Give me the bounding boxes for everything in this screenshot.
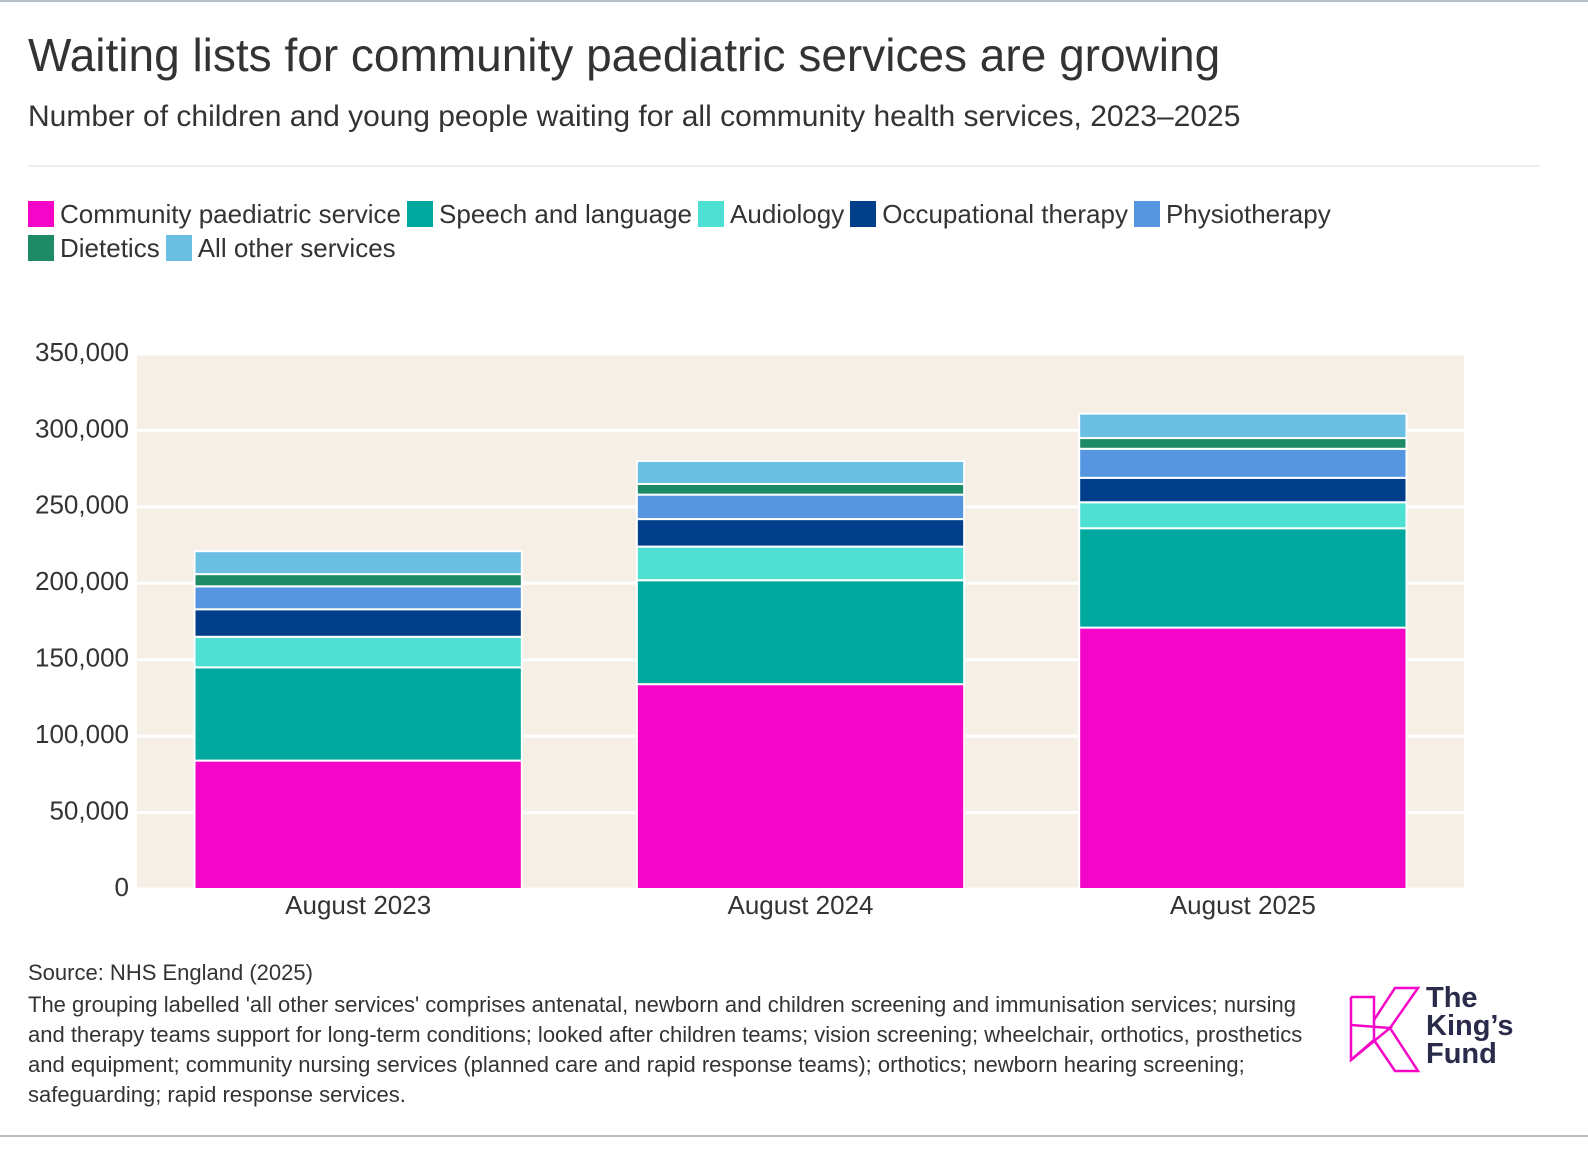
legend-item: Occupational therapy — [850, 197, 1128, 231]
bar-segment — [635, 545, 966, 582]
legend-label: Occupational therapy — [882, 199, 1128, 229]
y-tick-label: 200,000 — [35, 566, 129, 596]
chart-subtitle: Number of children and young people wait… — [28, 100, 1241, 133]
logo: The King’s Fund — [1426, 982, 1514, 1070]
legend-item: All other services — [165, 231, 396, 265]
legend-swatch — [850, 201, 877, 227]
source: Source: NHS England (2025) — [28, 960, 313, 985]
legend-item: Physiotherapy — [1133, 197, 1331, 231]
y-tick-label: 100,000 — [35, 719, 129, 749]
bar-segment — [1078, 501, 1408, 530]
y-tick-label: 250,000 — [35, 490, 129, 520]
bar-segment — [1078, 527, 1408, 629]
bar-segment — [193, 585, 523, 611]
x-tick-label: August 2025 — [1170, 890, 1316, 920]
bar-segment — [193, 573, 523, 588]
bar-segment — [635, 493, 966, 521]
bar-segment — [635, 683, 966, 891]
legend-swatch — [698, 201, 725, 227]
legend-swatch — [407, 201, 434, 227]
legend-swatch — [28, 201, 54, 227]
logo-text: King’s — [1426, 1010, 1514, 1042]
x-tick-label: August 2023 — [285, 890, 431, 920]
legend-label: Audiology — [730, 199, 845, 229]
y-tick-label: 300,000 — [35, 413, 129, 443]
legend-item: Audiology — [698, 197, 844, 231]
legend-item: Speech and language — [407, 197, 692, 231]
bar-segment — [193, 608, 523, 638]
logo-text: The — [1426, 982, 1478, 1014]
legend-swatch — [165, 235, 192, 261]
legend-swatch — [28, 235, 54, 261]
y-tick-label: 150,000 — [35, 643, 129, 673]
bar-segment — [1078, 447, 1408, 479]
legend-label: Community paediatric service — [60, 199, 402, 229]
bar-segment — [635, 482, 966, 496]
legend-label: Physiotherapy — [1165, 199, 1331, 229]
chart-title: Waiting lists for community paediatric s… — [28, 29, 1221, 81]
y-tick-label: 350,000 — [35, 337, 129, 367]
bar-segment — [635, 460, 966, 485]
x-tick-label: August 2024 — [727, 890, 873, 920]
logo-mark — [1349, 986, 1421, 1073]
bar-segment — [1078, 476, 1408, 504]
legend-label: Dietetics — [60, 233, 160, 263]
bar-segment — [635, 518, 966, 548]
legend-label: Speech and language — [439, 199, 693, 229]
y-tick-label: 0 — [115, 872, 129, 902]
bar-segment — [193, 759, 523, 890]
bar-segment — [193, 666, 523, 762]
bar-segment — [1078, 626, 1408, 890]
legend-swatch — [1133, 201, 1160, 227]
y-tick-label: 50,000 — [49, 795, 129, 825]
legend-label: All other services — [197, 233, 396, 263]
bar-segment — [635, 579, 966, 686]
bar-segment — [1078, 412, 1408, 440]
legend-item: Dietetics — [28, 231, 160, 265]
note: The grouping labelled 'all other service… — [28, 992, 1303, 1107]
bar-segment — [1078, 437, 1408, 450]
bar-segment — [193, 550, 523, 576]
bar-segment — [193, 635, 523, 669]
legend-item: Community paediatric service — [28, 197, 401, 231]
logo-text: Fund — [1426, 1038, 1497, 1070]
legend: Community paediatric service Speech and l… — [28, 197, 1448, 265]
